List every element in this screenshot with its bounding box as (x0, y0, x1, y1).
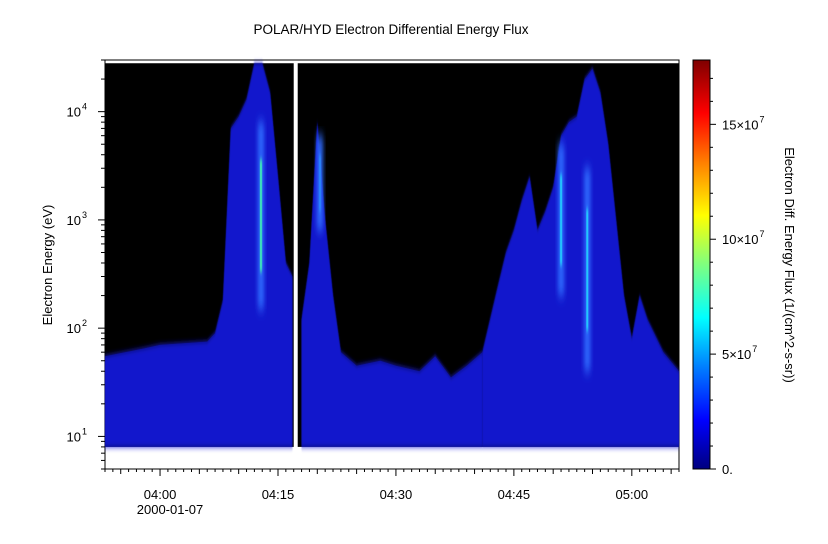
colorbar-label: Electron Diff. Energy Flux (1/(cm^2-s-sr… (782, 147, 797, 383)
colorbar-axis: 0.5×10 710×10 715×10 7 (710, 77, 765, 477)
flux-peak-3 (560, 174, 563, 266)
y-axis-label: Electron Energy (eV) (40, 205, 55, 326)
date-label: 2000-01-07 (137, 502, 204, 517)
y-tick-label-exp-2: 2 (82, 318, 87, 328)
flux-peak-1 (259, 159, 262, 272)
flux-peak-4 (586, 208, 589, 331)
flux-region-core-1 (105, 63, 293, 447)
x-tick-label-5: 05:00 (616, 487, 649, 502)
x-tick-label-4: 04:45 (498, 487, 531, 502)
x-tick-label-3: 04:30 (380, 487, 413, 502)
x-tick-label-1: 04:00 (144, 487, 177, 502)
y-tick-label-2: 10 (67, 321, 81, 336)
y-tick-label-exp-3: 3 (82, 210, 87, 220)
y-tick-label-exp-4: 4 (82, 102, 87, 112)
colorbar-tick-label-3: 10×10 (722, 232, 759, 247)
colorbar-tick-label-exp-4: 7 (760, 114, 765, 124)
chart-title: POLAR/HYD Electron Differential Energy F… (253, 22, 528, 37)
colorbar (692, 59, 711, 470)
y-tick-label-exp-1: 1 (82, 426, 87, 436)
y-tick-label-1: 10 (67, 429, 81, 444)
colorbar-tick-label-exp-3: 7 (760, 229, 765, 239)
colorbar-tick-label-4: 15×10 (722, 117, 759, 132)
y-tick-label-3: 10 (67, 213, 81, 228)
spectrogram-data (105, 61, 679, 468)
colorbar-tick-label-1: 0. (722, 462, 733, 477)
data-gap (293, 61, 298, 468)
colorbar-tick-label-exp-2: 7 (752, 344, 757, 354)
y-tick-label-4: 10 (67, 105, 81, 120)
flux-peak-2 (318, 154, 321, 212)
x-axis: 04:00 04:15 04:30 04:45 05:00 (104, 469, 680, 502)
flux-region-core-3 (482, 68, 679, 447)
colorbar-tick-label-2: 5×10 (722, 347, 751, 362)
flux-region-core-2 (301, 122, 483, 447)
x-tick-label-2: 04:15 (262, 487, 295, 502)
